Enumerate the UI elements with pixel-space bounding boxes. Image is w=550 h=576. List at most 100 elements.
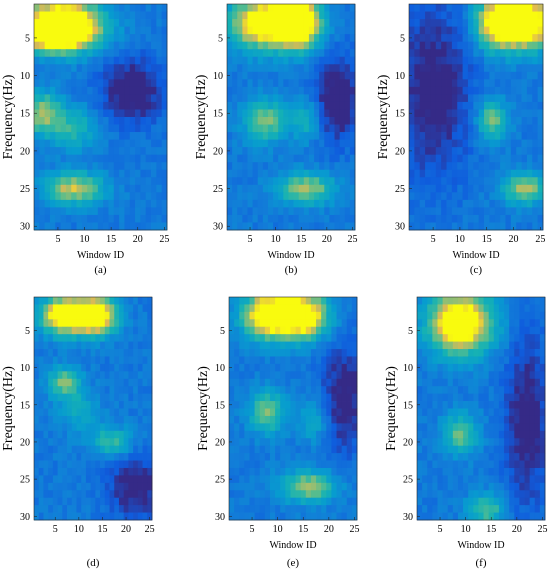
heatmap-cell xyxy=(247,41,253,50)
heatmap-cell xyxy=(437,334,443,342)
heatmap-cell xyxy=(267,192,274,201)
heatmap-cell xyxy=(516,19,522,27)
heatmap-cell xyxy=(351,378,358,387)
heatmap-cell xyxy=(526,117,533,125)
heatmap-cell xyxy=(118,438,125,447)
heatmap-cell xyxy=(473,34,480,43)
heatmap-cell xyxy=(283,117,289,125)
heatmap-cell xyxy=(100,371,106,380)
heatmap-cell xyxy=(473,453,479,461)
heatmap-cell xyxy=(488,490,495,499)
heatmap-cell xyxy=(71,19,77,27)
heatmap-cell xyxy=(247,11,253,20)
heatmap-cell xyxy=(493,393,500,402)
heatmap-cell xyxy=(65,94,72,103)
heatmap-cell xyxy=(298,64,305,73)
heatmap-cell xyxy=(65,124,72,133)
heatmap-cell xyxy=(275,363,281,372)
heatmap-cell xyxy=(524,311,531,320)
heatmap-cell xyxy=(314,214,320,223)
heatmap-cell xyxy=(516,177,522,186)
heatmap-cell xyxy=(430,56,437,65)
heatmap-cell xyxy=(81,304,87,313)
heatmap-cell xyxy=(324,184,330,193)
heatmap-cell xyxy=(532,86,539,95)
heatmap-cell xyxy=(133,311,139,320)
heatmap-cell xyxy=(288,109,294,118)
heatmap-cell xyxy=(133,401,139,409)
heatmap-cell xyxy=(446,132,453,140)
heatmap-cell xyxy=(510,222,517,231)
heatmap-cell xyxy=(435,11,442,20)
heatmap-cell xyxy=(259,401,266,409)
heatmap-cell xyxy=(451,4,458,12)
heatmap-cell xyxy=(308,64,315,73)
heatmap-cell xyxy=(267,34,274,43)
heatmap-cell xyxy=(537,49,544,58)
heatmap-cell xyxy=(283,64,289,73)
heatmap-cell xyxy=(521,222,528,231)
heatmap-cell xyxy=(118,334,125,342)
heatmap-cell xyxy=(435,26,442,35)
heatmap-cell xyxy=(90,393,96,402)
heatmap-cell xyxy=(510,71,517,80)
heatmap-cell xyxy=(498,304,505,313)
heatmap-cell xyxy=(156,11,163,20)
heatmap-cell xyxy=(259,415,266,424)
heatmap-cell xyxy=(34,86,40,95)
heatmap-cell xyxy=(48,438,54,447)
heatmap-cell xyxy=(288,132,294,140)
heatmap-cell xyxy=(447,356,454,365)
heatmap-cell xyxy=(285,467,291,476)
heatmap-cell xyxy=(137,453,143,461)
heatmap-cell xyxy=(147,408,153,417)
heatmap-cell xyxy=(427,297,433,305)
heatmap-cell xyxy=(467,124,474,133)
heatmap-cell xyxy=(85,297,92,305)
heatmap-cell xyxy=(244,304,250,313)
heatmap-cell xyxy=(278,184,284,193)
heatmap-cell xyxy=(457,401,464,409)
heatmap-cell xyxy=(349,139,356,148)
heatmap-cell xyxy=(293,109,300,118)
heatmap-cell xyxy=(539,349,546,357)
heatmap-cell xyxy=(92,199,99,208)
heatmap-cell xyxy=(147,349,153,357)
heatmap-cell xyxy=(113,177,120,186)
heatmap-cell xyxy=(442,460,449,469)
heatmap-cell xyxy=(344,41,351,50)
heatmap-cell xyxy=(457,199,463,208)
heatmap-cell xyxy=(316,378,322,387)
heatmap-cell xyxy=(103,192,109,201)
heatmap-cell xyxy=(103,101,109,110)
heatmap-cell xyxy=(467,147,474,156)
heatmap-cell xyxy=(293,94,300,103)
heatmap-cell xyxy=(39,184,46,193)
heatmap-cell xyxy=(351,401,358,409)
heatmap-cell xyxy=(293,19,300,27)
heatmap-cell xyxy=(100,490,106,499)
heatmap-cell xyxy=(119,34,125,43)
heatmap-cell xyxy=(324,49,330,58)
heatmap-cell xyxy=(303,49,310,58)
heatmap-cell xyxy=(92,117,99,125)
heatmap-cell xyxy=(494,109,501,118)
heatmap-cell xyxy=(65,64,72,73)
heatmap-cell xyxy=(280,497,286,506)
heatmap-cell xyxy=(494,56,501,65)
heatmap-cell xyxy=(346,393,353,402)
heatmap-cell xyxy=(346,326,353,335)
heatmap-cell xyxy=(514,490,520,499)
heatmap-cell xyxy=(534,326,541,335)
heatmap-cell xyxy=(432,334,438,342)
heatmap-cell xyxy=(462,11,469,20)
heatmap-cell xyxy=(104,341,110,350)
heatmap-cell xyxy=(280,453,286,461)
heatmap-cell xyxy=(290,297,296,305)
heatmap-cell xyxy=(43,430,49,439)
heatmap-cell xyxy=(151,79,157,88)
heatmap-cell xyxy=(303,64,310,73)
heatmap-cell xyxy=(104,445,110,454)
heatmap-cell xyxy=(500,94,506,103)
heatmap-cell xyxy=(457,124,463,133)
